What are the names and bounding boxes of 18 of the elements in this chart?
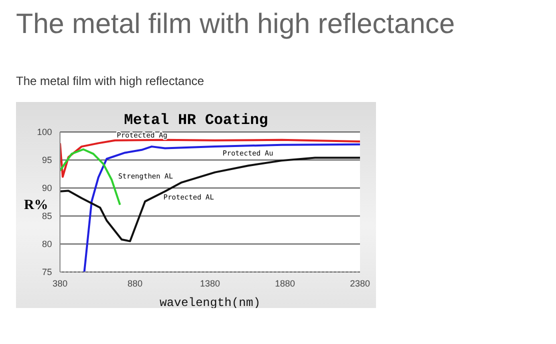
- line-series: [60, 138, 360, 178]
- y-tick-label: 85: [42, 211, 52, 222]
- chart-title: The metal film with high reflectance: [16, 8, 456, 40]
- y-tick-label: 75: [42, 267, 52, 278]
- y-tick-label: 90: [42, 183, 52, 194]
- y-tick-label: 80: [42, 239, 52, 250]
- x-tick-label: 1880: [274, 278, 296, 288]
- y-axis-title: R%: [24, 198, 48, 213]
- x-tick-label: 2380: [350, 278, 370, 288]
- x-tick-label: 880: [127, 278, 143, 288]
- line-series: [60, 156, 360, 242]
- x-tick-label: 380: [52, 278, 68, 288]
- chart-subtitle: The metal film with high reflectance: [16, 74, 206, 88]
- y-tick-label: 100: [36, 127, 52, 138]
- text: Metal HR Coating: [122, 112, 270, 129]
- y-tick-label: 95: [42, 155, 52, 166]
- line-series: [83, 143, 360, 272]
- x-tick-label: 1380: [200, 278, 220, 288]
